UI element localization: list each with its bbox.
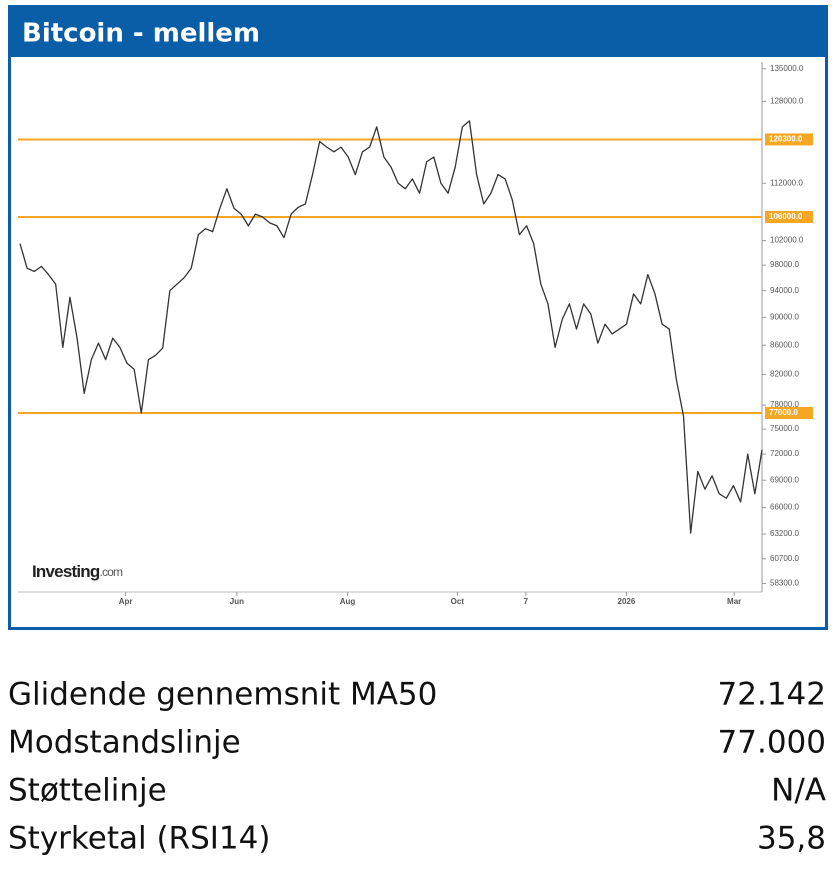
x-tick-label: 7 (524, 597, 529, 606)
level-badge (765, 211, 813, 224)
row-value: 72.142 (718, 677, 826, 713)
y-tick-label: 58300.0 (770, 579, 799, 588)
y-tick-label: 72000.0 (770, 449, 799, 458)
header-bar (8, 5, 828, 57)
y-tick-label: 135000.0 (770, 64, 804, 73)
chart-title: Bitcoin - mellem (22, 19, 260, 49)
y-tick-label: 66000.0 (770, 503, 799, 512)
price-line (19, 120, 763, 534)
row-label: Støttelinje (8, 773, 167, 809)
chart-frame (8, 5, 828, 630)
x-tick-label: Oct (451, 597, 465, 606)
row-label: Glidende gennemsnit MA50 (8, 677, 437, 713)
y-tick-label: 69000.0 (770, 475, 799, 484)
level-label: 106000.0 (769, 212, 803, 221)
y-tick-label: 82000.0 (770, 370, 799, 379)
level-badge (765, 133, 813, 146)
row-value: 35,8 (757, 821, 826, 857)
y-tick-label: 94000.0 (770, 286, 799, 295)
logo: Investing.com (32, 562, 123, 581)
logo-name: Investing (32, 562, 100, 581)
y-tick-label: 86000.0 (770, 340, 799, 349)
y-tick-label: 60700.0 (770, 554, 799, 563)
row-value: N/A (771, 773, 826, 809)
x-tick-label: Mar (727, 597, 741, 606)
row-label: Modstandslinje (8, 725, 241, 761)
x-tick-label: Aug (340, 597, 356, 606)
x-tick-label: Apr (119, 597, 133, 606)
level-label: 77000.0 (769, 408, 798, 417)
level-badge (765, 406, 813, 419)
y-tick-label: 98000.0 (770, 260, 799, 269)
x-tick-label: Jun (230, 597, 244, 606)
y-tick-label: 90000.0 (770, 312, 799, 321)
y-tick-label: 112000.0 (770, 178, 803, 187)
row-label: Styrketal (RSI14) (8, 821, 270, 857)
y-tick-label: 75000.0 (770, 424, 799, 433)
logo-suffix: .com (99, 565, 123, 579)
y-tick-label: 128000.0 (770, 97, 804, 106)
x-tick-label: 2026 (618, 597, 636, 606)
y-tick-label: 78000.0 (770, 400, 799, 409)
y-tick-label: 102000.0 (770, 236, 804, 245)
row-value: 77.000 (718, 725, 826, 761)
y-tick-label: 63200.0 (770, 529, 799, 538)
level-label: 120300.0 (769, 135, 803, 144)
